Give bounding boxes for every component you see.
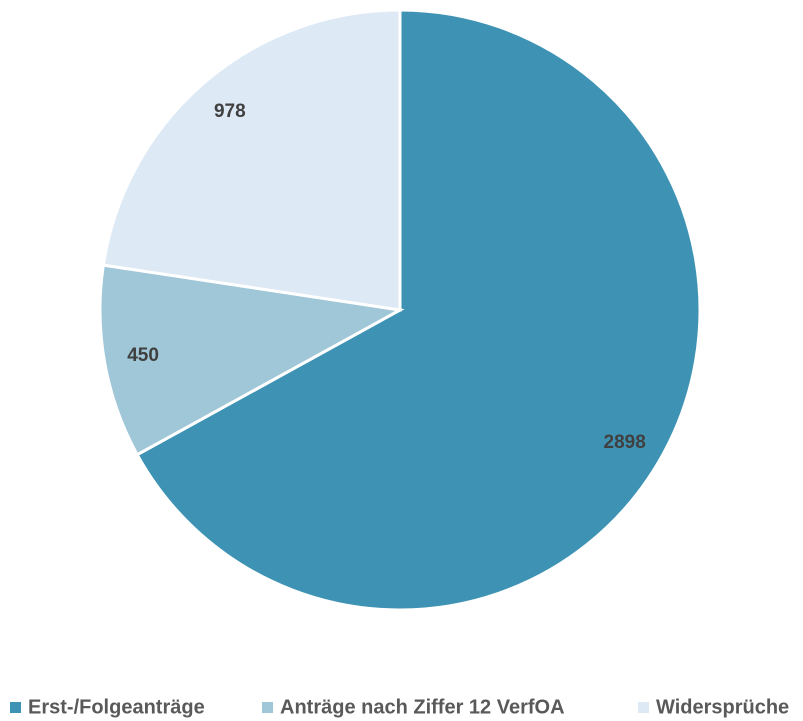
- data-label: 2898: [604, 432, 646, 453]
- legend-label: Erst-/Folgeanträge: [28, 696, 205, 718]
- pie-slice: [135, 8, 702, 612]
- legend-label: Anträge nach Ziffer 12 VerfOA: [280, 696, 565, 718]
- data-label: 978: [214, 101, 246, 122]
- data-label: 450: [127, 345, 159, 366]
- pie-slice: [98, 263, 405, 457]
- pie-slice: [101, 8, 402, 312]
- legend-swatch: [262, 702, 273, 713]
- legend-swatch: [638, 702, 649, 713]
- legend-label: Widersprüche: [656, 696, 789, 718]
- legend-swatch: [10, 702, 21, 713]
